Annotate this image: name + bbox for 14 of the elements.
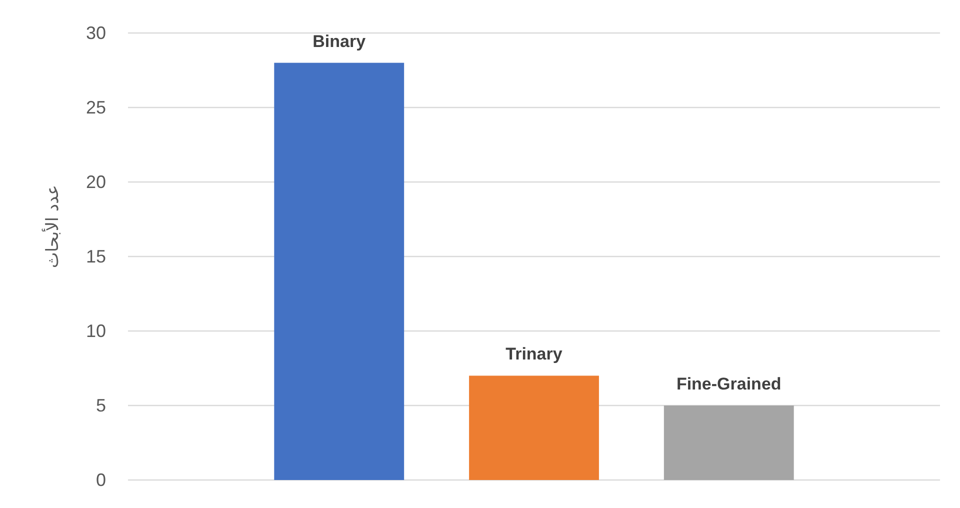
series-label: Binary [312,32,366,51]
y-tick-label: 20 [86,172,106,192]
y-tick-label: 5 [96,396,106,416]
bar [469,376,599,480]
y-tick-label: 0 [96,470,106,490]
y-tick-label: 15 [86,246,106,266]
y-tick-label: 25 [86,98,106,118]
bar [274,62,404,480]
y-tick-label: 30 [86,23,106,43]
y-tick-label: 10 [86,321,106,341]
y-axis-title: عدد الأبحاث [41,184,63,268]
series-label: Trinary [506,344,563,364]
series-label: Fine-Grained [676,374,782,394]
bar [664,406,794,480]
